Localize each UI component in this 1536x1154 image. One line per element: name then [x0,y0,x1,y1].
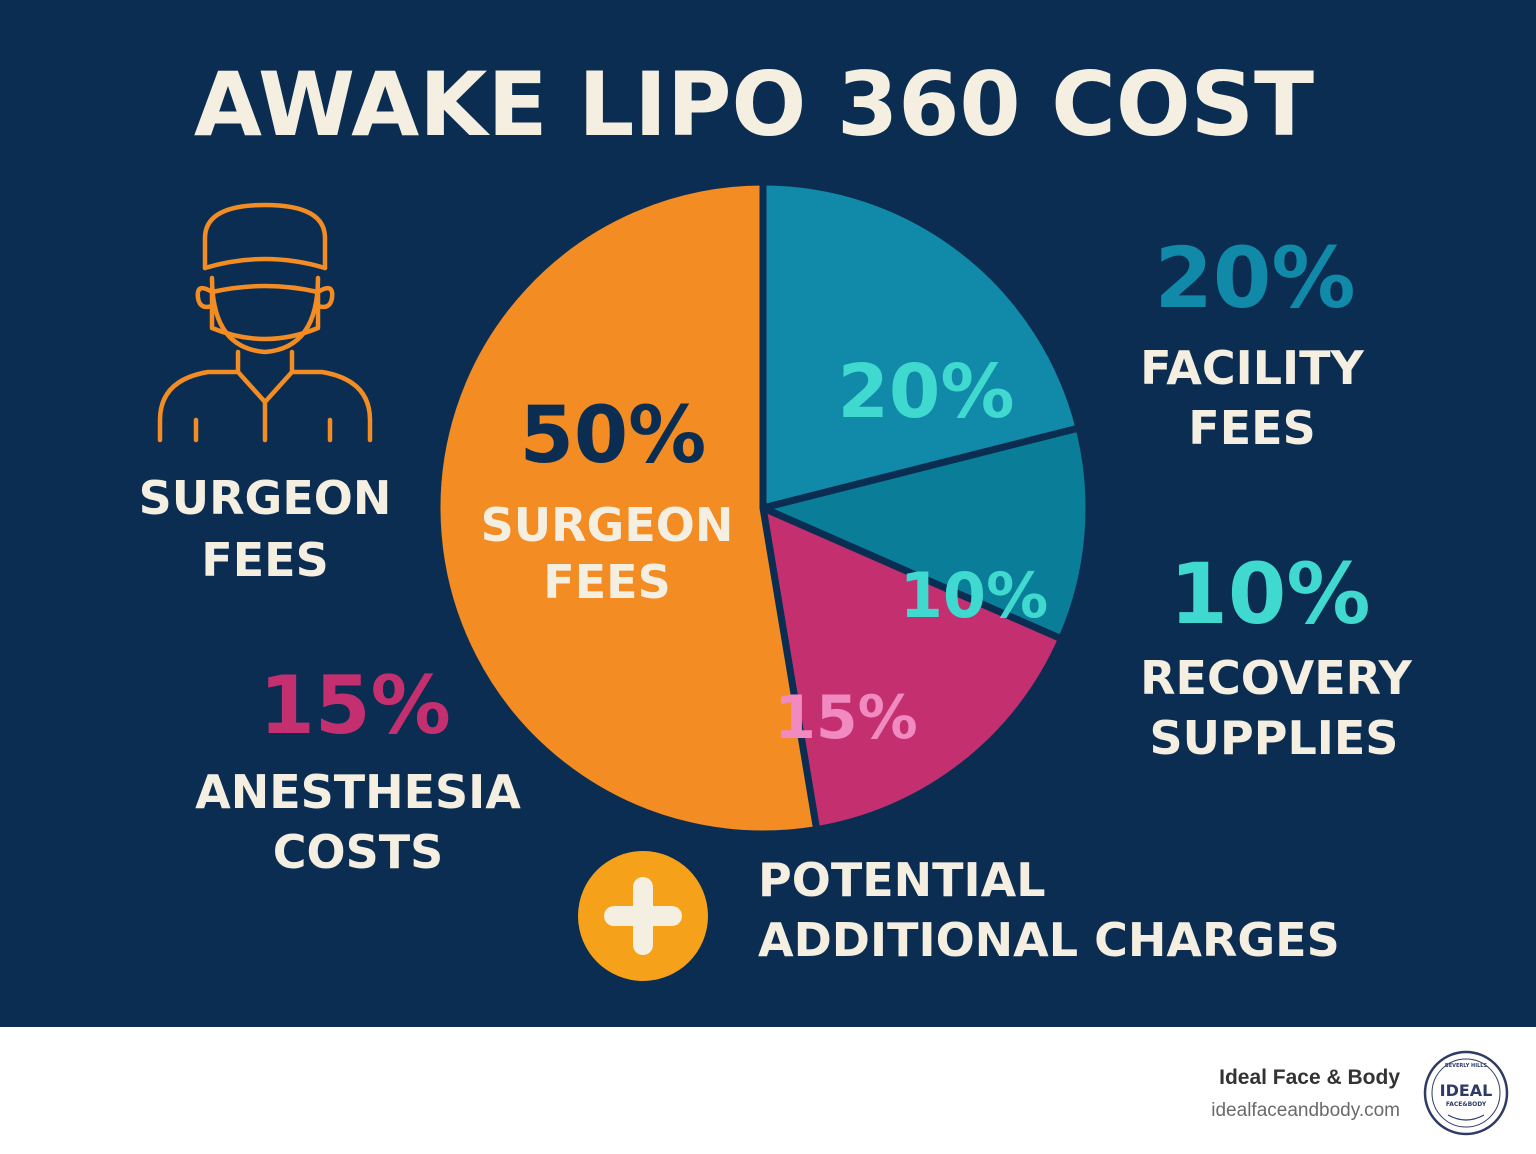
callout-recovery-percent: 10% [1169,545,1370,643]
callout-facility-line2: FEES [1188,401,1315,455]
callout-anesthesia-percent: 15% [259,659,450,752]
slice-label-surgeon-percent: 50% [520,391,707,481]
callout-anesthesia-line2: COSTS [273,825,444,879]
callout-facility-percent: 20% [1154,229,1355,327]
callout-recovery-line2: SUPPLIES [1150,711,1399,765]
logo-text: IDEAL [1440,1081,1493,1100]
slice-label-anesthesia-percent: 15% [774,683,918,753]
footer [0,1027,1536,1154]
callout-surgeon-line1: SURGEON [139,471,392,525]
additional-charges-line2: ADDITIONAL CHARGES [758,913,1340,967]
logo-subtext: FACE&BODY [1446,1101,1487,1108]
additional-charges-line1: POTENTIAL [758,853,1046,907]
brand-name: Ideal Face & Body [1219,1066,1400,1089]
pie-slice-recovery [759,424,1093,643]
pie-slice-facility [759,178,1083,512]
callout-recovery-line1: RECOVERY [1140,651,1412,705]
callout-anesthesia-line1: ANESTHESIA [195,765,521,819]
slice-label-recovery-percent: 10% [900,559,1048,632]
plus-icon [578,851,708,981]
pie-chart [433,178,1093,838]
logo-ring-text: BEVERLY HILLS [1445,1063,1488,1069]
pie-slice-anesthesia [759,504,1066,834]
slice-label-surgeon-line2: FEES [543,555,670,609]
callout-surgeon-line2: FEES [201,533,328,587]
chart-title: AWAKE LIPO 360 COST [194,53,1314,156]
chart-panel: AWAKE LIPO 360 COST 50% SURGEON FEES 20%… [0,0,1536,1027]
surgeon-icon [157,202,373,443]
callout-facility-line1: FACILITY [1140,341,1364,395]
slice-label-facility-percent: 20% [837,349,1014,435]
pie-slice-surgeon [433,178,821,838]
brand-logo: BEVERLY HILLS IDEAL FACE&BODY [1423,1050,1509,1136]
slice-label-surgeon-line1: SURGEON [481,498,734,552]
brand-url: idealfaceandbody.com [1211,1100,1400,1121]
